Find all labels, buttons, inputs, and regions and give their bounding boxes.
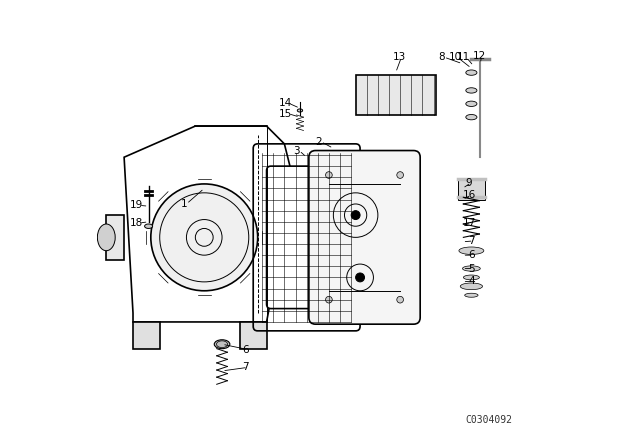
Text: 6: 6 (468, 250, 475, 260)
FancyBboxPatch shape (267, 166, 347, 309)
Ellipse shape (397, 296, 403, 303)
Ellipse shape (465, 293, 478, 297)
Ellipse shape (97, 224, 115, 251)
Ellipse shape (145, 224, 152, 228)
Text: 6: 6 (243, 345, 249, 354)
Text: 2: 2 (316, 137, 322, 146)
Ellipse shape (463, 266, 480, 271)
Text: 16: 16 (463, 190, 476, 200)
Ellipse shape (466, 70, 477, 75)
Text: 4: 4 (468, 276, 475, 286)
Ellipse shape (356, 273, 365, 282)
FancyBboxPatch shape (309, 151, 420, 324)
Ellipse shape (351, 211, 360, 220)
Polygon shape (106, 215, 124, 260)
Ellipse shape (326, 296, 332, 303)
Ellipse shape (326, 172, 332, 178)
Text: 9: 9 (466, 177, 472, 188)
Text: 11: 11 (457, 52, 470, 62)
Text: 18: 18 (130, 218, 143, 228)
Ellipse shape (466, 88, 477, 93)
Ellipse shape (459, 247, 484, 254)
Ellipse shape (397, 172, 403, 178)
Ellipse shape (151, 184, 258, 291)
Ellipse shape (463, 275, 479, 280)
Ellipse shape (298, 109, 303, 112)
Ellipse shape (214, 340, 230, 349)
Ellipse shape (460, 283, 483, 290)
Text: C0304092: C0304092 (466, 415, 513, 425)
Text: 12: 12 (473, 51, 486, 61)
Polygon shape (133, 322, 160, 349)
Text: 7: 7 (243, 362, 249, 372)
Text: 13: 13 (392, 52, 406, 62)
Text: 3: 3 (294, 146, 300, 155)
Ellipse shape (466, 115, 477, 120)
Ellipse shape (466, 101, 477, 107)
Text: 19: 19 (130, 200, 143, 210)
Text: 5: 5 (468, 263, 475, 274)
Text: 17: 17 (463, 218, 476, 228)
Text: 15: 15 (279, 108, 292, 119)
Text: 8: 8 (438, 52, 445, 62)
Text: 10: 10 (449, 52, 461, 62)
Text: 7: 7 (468, 236, 475, 246)
FancyBboxPatch shape (458, 180, 484, 199)
Polygon shape (240, 322, 267, 349)
Text: 14: 14 (279, 98, 292, 108)
Text: 1: 1 (181, 199, 188, 209)
Bar (356, 75, 436, 115)
